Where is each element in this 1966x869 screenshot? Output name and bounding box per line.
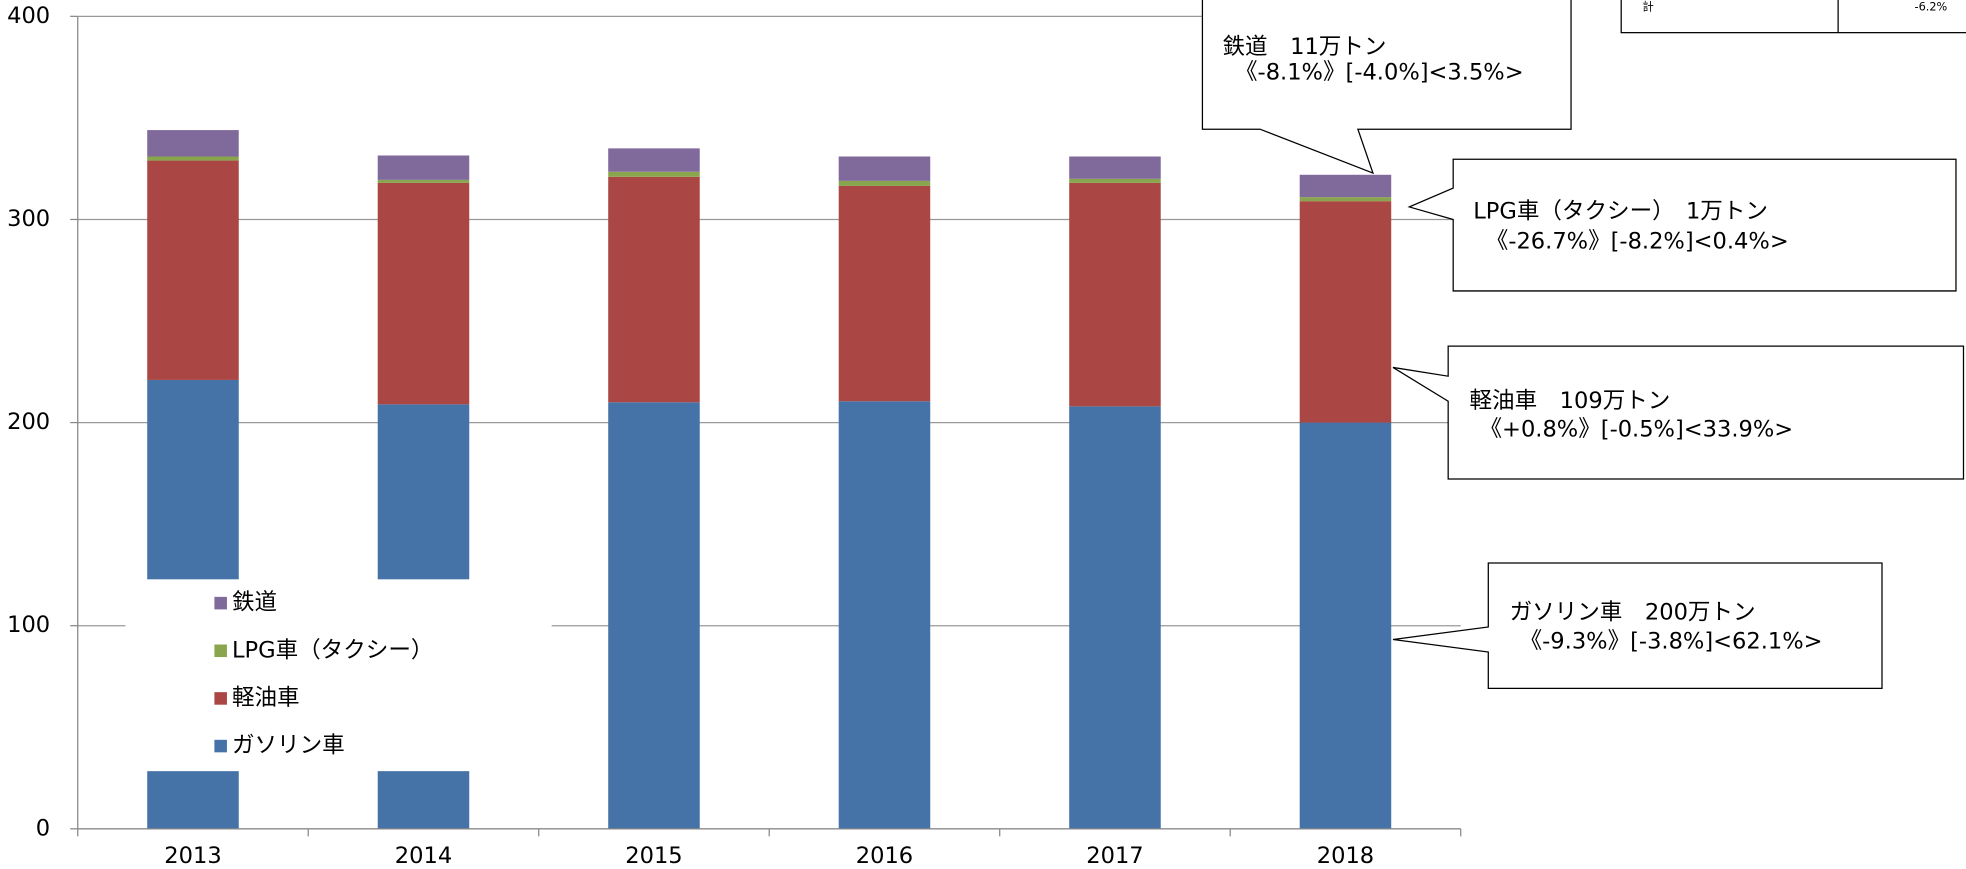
y-tick-label: 300 xyxy=(7,206,50,232)
legend-label: ガソリン車 xyxy=(232,733,345,759)
legend-label: 鉄道 xyxy=(232,590,277,616)
bar-segment xyxy=(1069,156,1161,179)
axes: 0 100 200 300 400 2013 2014 2015 2016 2017 2018 xyxy=(7,3,1462,869)
callout xyxy=(1392,562,1883,690)
table-cell: -6.2% xyxy=(1915,1,1948,14)
bar-segment xyxy=(838,156,931,181)
bar-segment xyxy=(1299,422,1392,829)
bar-segment xyxy=(1299,174,1392,198)
bar-segment xyxy=(1069,182,1161,407)
callout xyxy=(1201,0,1572,175)
legend-swatch xyxy=(214,692,227,705)
bar-segment xyxy=(1069,178,1161,183)
bar-segment xyxy=(608,176,700,403)
table-fragment: 計 -6.2% xyxy=(1620,0,1966,34)
y-tick-label: 0 xyxy=(36,815,50,841)
x-tick-label: 2015 xyxy=(625,843,682,869)
bar-segment xyxy=(147,156,239,161)
callout-text: 軽油車 109万トン xyxy=(1469,388,1670,414)
callout-text: 《-26.7%》[-8.2%]<0.4%> xyxy=(1486,229,1789,255)
bar-segment xyxy=(838,401,931,829)
bar-segment xyxy=(1299,201,1392,423)
bar-segment xyxy=(147,130,239,157)
callout xyxy=(1392,345,1965,480)
legend-box xyxy=(125,579,552,772)
legend-label: 軽油車 xyxy=(232,685,300,711)
callout-text: LPG車（タクシー） 1万トン xyxy=(1473,198,1768,224)
callout-text: ガソリン車 200万トン xyxy=(1510,600,1756,626)
y-tick-label: 100 xyxy=(7,612,50,638)
y-tick-label: 200 xyxy=(7,409,50,435)
x-tick-label: 2016 xyxy=(856,843,913,869)
table-box xyxy=(1620,0,1966,34)
table-cell: 計 xyxy=(1643,0,1654,14)
bar-segment xyxy=(608,148,700,172)
x-tick-label: 2018 xyxy=(1317,843,1374,869)
bar-segment xyxy=(377,155,470,180)
legend-swatch xyxy=(214,596,227,610)
bar-segment xyxy=(147,160,239,380)
bar-segment xyxy=(1069,406,1161,829)
callout-text: 《-9.3%》[-3.8%]<62.1%> xyxy=(1520,629,1823,655)
callout-text: 《+0.8%》[-0.5%]<33.9%> xyxy=(1480,417,1794,443)
y-tick-label: 400 xyxy=(7,3,50,29)
bar-segment xyxy=(838,185,931,402)
callouts: 鉄道 11万トン 《-8.1%》[-4.0%]<3.5%> LPG車（タクシー）… xyxy=(1201,0,1965,690)
legend-swatch xyxy=(214,644,227,658)
bars xyxy=(147,130,1392,829)
legend-label: LPG車（タクシー） xyxy=(232,637,433,663)
bar-segment xyxy=(608,402,700,829)
callout-text: 《-8.1%》[-4.0%]<3.5%> xyxy=(1235,59,1524,85)
x-tick-label: 2014 xyxy=(395,843,452,869)
legend-swatch xyxy=(214,739,227,753)
x-tick-label: 2017 xyxy=(1086,843,1143,869)
callout xyxy=(1407,158,1957,292)
bar-segment xyxy=(377,179,470,183)
bar-segment xyxy=(608,171,700,177)
bar-segment xyxy=(1299,197,1392,202)
bar-segment xyxy=(377,182,470,405)
legend: ガソリン車 軽油車 LPG車（タクシー） 鉄道 xyxy=(214,590,433,759)
callout-text: 鉄道 11万トン xyxy=(1222,34,1386,60)
x-tick-label: 2013 xyxy=(164,843,221,869)
bar-segment xyxy=(838,180,931,186)
